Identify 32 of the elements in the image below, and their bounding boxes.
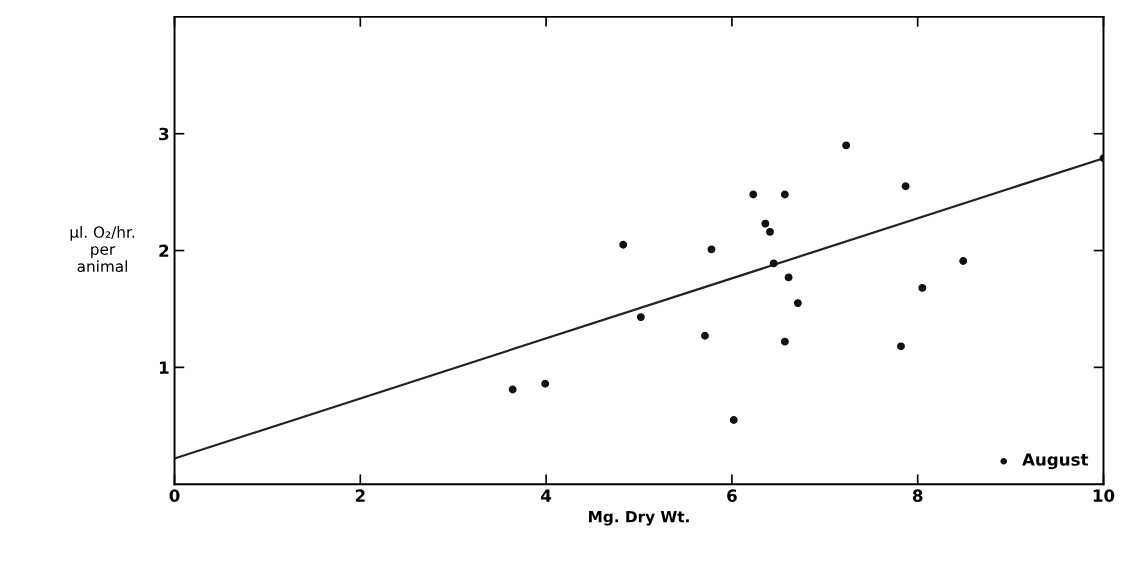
x-tick-label: 6 (727, 489, 737, 502)
y-axis-title: µl. O₂/hr. per animal (70, 226, 135, 273)
point (769, 259, 778, 268)
point (541, 379, 550, 388)
y-tick-label: 3 (159, 127, 169, 141)
x-tick-label: 10 (1093, 489, 1115, 502)
x-tick-label: 2 (355, 489, 365, 502)
y-tick-label: 1 (159, 361, 169, 374)
point (761, 219, 770, 228)
point (842, 141, 851, 150)
legend-label: August (1022, 453, 1089, 470)
point (901, 182, 910, 191)
point (793, 299, 802, 308)
point (701, 331, 709, 340)
point (918, 283, 927, 292)
point (784, 273, 793, 282)
point (749, 190, 758, 199)
point (959, 257, 968, 266)
x-tick-label: 0 (169, 489, 180, 502)
point (508, 385, 517, 394)
point (707, 245, 716, 254)
y-tick-label: 2 (159, 244, 169, 257)
x-tick-label: 8 (912, 489, 923, 502)
point (780, 190, 789, 199)
x-tick-label: 4 (541, 489, 552, 502)
point (780, 337, 789, 346)
point (636, 313, 645, 322)
point (619, 240, 628, 249)
x-axis-title: Mg. Dry Wt. (589, 511, 689, 526)
point (766, 227, 774, 236)
point (729, 415, 738, 424)
point (897, 342, 905, 351)
